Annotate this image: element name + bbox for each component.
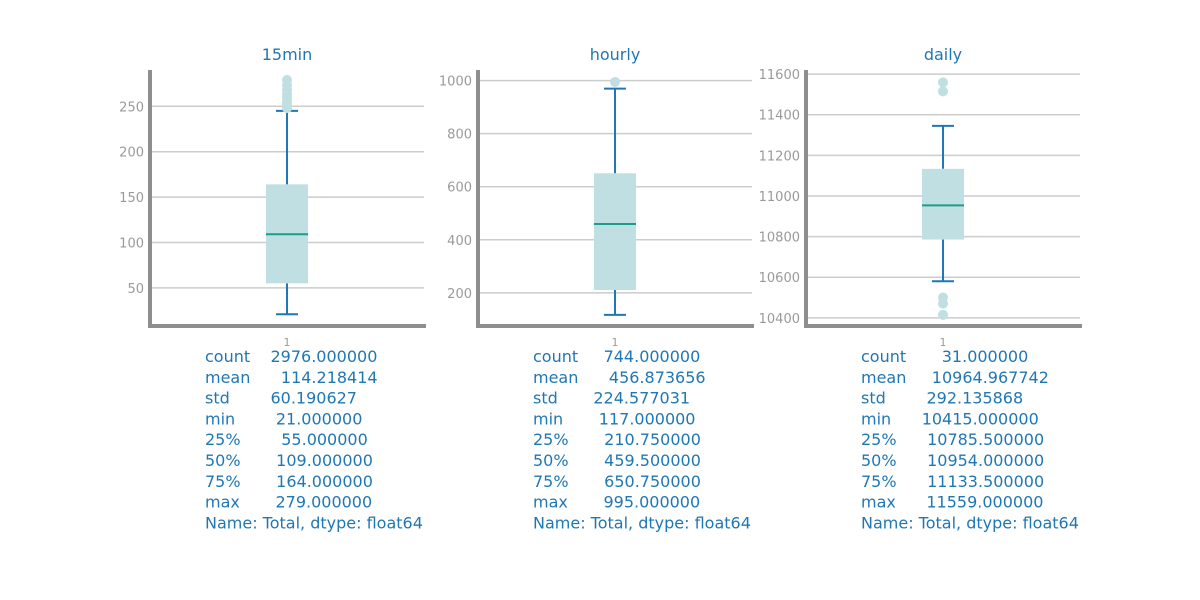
stats-line: 75% 11133.500000 <box>861 472 1044 491</box>
outlier-point <box>938 309 948 320</box>
iqr-box <box>922 168 964 240</box>
outlier-point <box>938 77 948 88</box>
y-tick-label: 11000 <box>759 190 800 205</box>
x-tick-label: 1 <box>940 336 947 349</box>
outlier-point <box>938 86 948 97</box>
subplot-title: daily <box>924 45 962 64</box>
y-tick-label: 150 <box>119 191 144 206</box>
y-tick-label: 10800 <box>759 231 800 246</box>
stats-line: count 744.000000 <box>533 347 700 366</box>
y-tick-label: 50 <box>127 282 144 297</box>
stats-line: 75% 650.750000 <box>533 472 701 491</box>
y-tick-label: 200 <box>119 146 144 161</box>
stats-line: Name: Total, dtype: float64 <box>533 513 751 532</box>
subplot-15min: 50 100 150 200 250 1 15min count 2976.000000 mea… <box>119 45 426 532</box>
stats-line: count 31.000000 <box>861 347 1028 366</box>
y-tick-label: 600 <box>447 181 472 196</box>
y-tick-label: 11600 <box>759 68 800 83</box>
stats-line: max 11559.000000 <box>861 493 1043 512</box>
y-tick-label: 11400 <box>759 109 800 124</box>
stats-line: Name: Total, dtype: float64 <box>205 513 423 532</box>
y-tick-label: 100 <box>119 236 144 251</box>
stats-line: min 10415.000000 <box>861 409 1039 428</box>
stats-line: min 21.000000 <box>205 409 362 428</box>
outlier-point <box>610 76 620 87</box>
stats-line: count 2976.000000 <box>205 347 377 366</box>
stats-line: 25% 55.000000 <box>205 430 368 449</box>
x-tick-label: 1 <box>284 336 291 349</box>
iqr-box <box>594 173 636 290</box>
stats-line: 25% 210.750000 <box>533 430 701 449</box>
x-tick-label: 1 <box>612 336 619 349</box>
y-tick-label: 10600 <box>759 271 800 286</box>
y-tick-label: 1000 <box>439 75 472 90</box>
stats-line: 50% 459.500000 <box>533 451 701 470</box>
y-tick-label: 10400 <box>759 312 800 327</box>
y-tick-label: 400 <box>447 234 472 249</box>
outlier-point <box>282 74 292 85</box>
subplot-title: hourly <box>590 45 641 64</box>
subplot-daily: 10400 10600 10800 11000 11200 11400 11600 1 dail… <box>759 45 1082 532</box>
stats-line: max 279.000000 <box>205 493 372 512</box>
stats-line: max 995.000000 <box>533 493 700 512</box>
outlier-point <box>938 292 948 303</box>
stats-line: std 60.190627 <box>205 389 357 408</box>
stats-line: mean 10964.967742 <box>861 368 1049 387</box>
stats-line: 50% 10954.000000 <box>861 451 1044 470</box>
stats-line: Name: Total, dtype: float64 <box>861 513 1079 532</box>
y-tick-label: 800 <box>447 128 472 143</box>
stats-line: min 117.000000 <box>533 409 695 428</box>
y-tick-label: 250 <box>119 100 144 115</box>
stats-line: 25% 10785.500000 <box>861 430 1044 449</box>
stats-line: mean 456.873656 <box>533 368 706 387</box>
stats-line: std 224.577031 <box>533 389 690 408</box>
stats-line: 75% 164.000000 <box>205 472 373 491</box>
stats-line: mean 114.218414 <box>205 368 378 387</box>
y-tick-label: 200 <box>447 287 472 302</box>
subplot-title: 15min <box>262 45 313 64</box>
stats-line: 50% 109.000000 <box>205 451 373 470</box>
stats-line: std 292.135868 <box>861 389 1023 408</box>
y-tick-label: 11200 <box>759 149 800 164</box>
subplot-hourly: 200 400 600 800 1000 1 hourly count 744.000000 m… <box>439 45 754 532</box>
